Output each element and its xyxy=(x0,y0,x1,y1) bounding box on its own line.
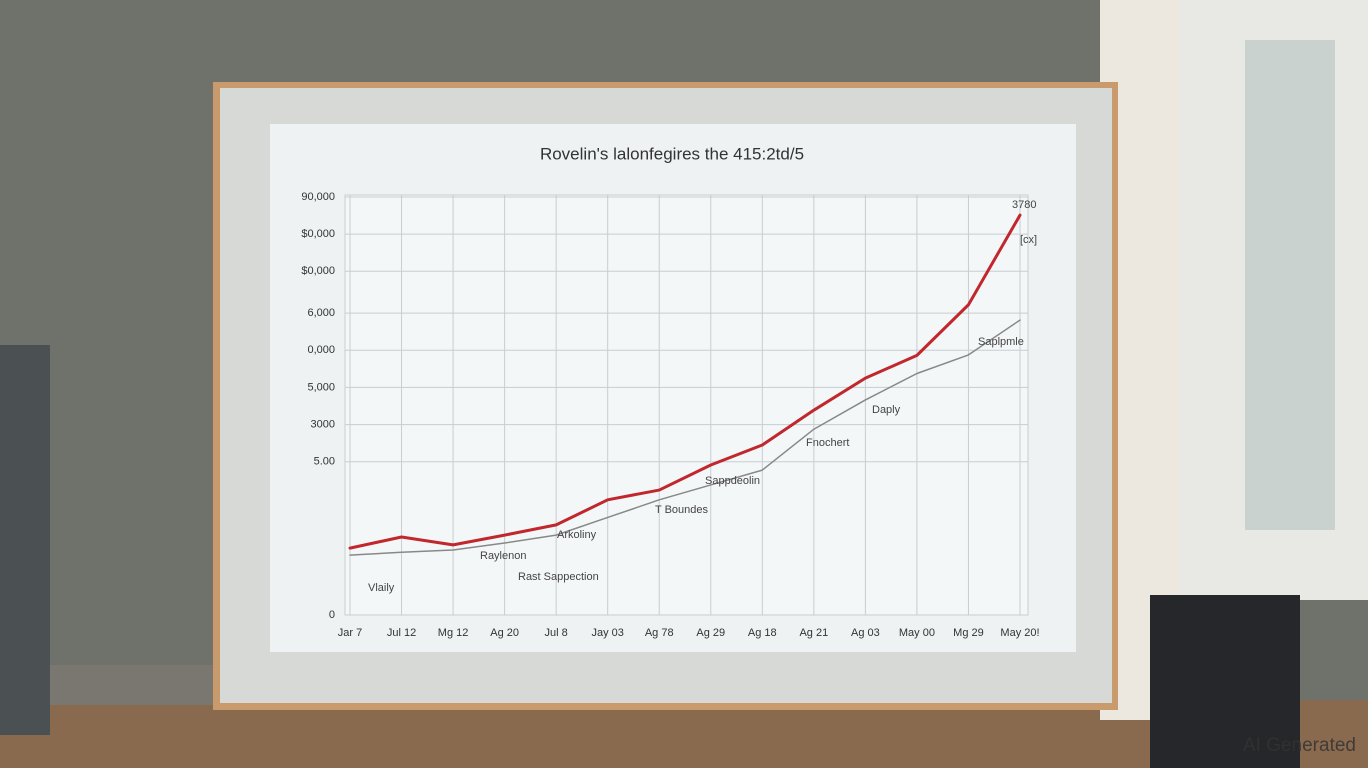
y-tick-label: 0,000 xyxy=(307,344,335,356)
annotation: Raylenon xyxy=(480,550,526,562)
x-tick-label: Ag 03 xyxy=(851,627,880,639)
x-tick-label: Jar 7 xyxy=(338,627,362,639)
plot: 0 5.00 3000 5,000 0,000 6,000 $0,000 $0,000 90,0… xyxy=(301,191,1039,639)
x-tick-label: May 20! xyxy=(1000,627,1039,639)
legend-label: 3780 xyxy=(1012,199,1036,211)
plot-area xyxy=(344,194,1029,616)
y-tick-label: $0,000 xyxy=(301,228,335,240)
annotation: Sappdeolin xyxy=(705,475,760,487)
y-tick-label: 90,000 xyxy=(301,191,335,203)
annotation: [cx] xyxy=(1020,234,1037,246)
x-tick-label: Ag 18 xyxy=(748,627,777,639)
y-tick-label: 5,000 xyxy=(307,381,335,393)
x-tick-label: Jul 12 xyxy=(387,627,416,639)
series-line xyxy=(348,213,1022,550)
annotation: Arkoliny xyxy=(557,529,597,541)
x-tick-label: Ag 78 xyxy=(645,627,674,639)
annotation: Rast Sappection xyxy=(518,571,599,583)
chart-title: Rovelin's lalonfegires the 415:2td/5 xyxy=(540,144,804,163)
window-glass xyxy=(1245,40,1335,530)
y-tick-label: 5.00 xyxy=(314,456,335,468)
x-tick-label: Jul 8 xyxy=(545,627,568,639)
legend-label: Saplpmle xyxy=(978,336,1024,348)
annotation: Daply xyxy=(872,404,901,416)
x-tick-label: Mg 12 xyxy=(438,627,469,639)
x-tick-label: Ag 20 xyxy=(490,627,519,639)
x-tick-label: Ag 21 xyxy=(799,627,828,639)
cabinet xyxy=(1150,595,1300,768)
annotation: T Boundes xyxy=(655,504,709,516)
y-tick-label: 3000 xyxy=(311,418,335,430)
x-tick-label: May 00 xyxy=(899,627,935,639)
y-tick-label: 0 xyxy=(329,609,335,621)
radiator xyxy=(0,345,50,735)
y-tick-label: 6,000 xyxy=(307,307,335,319)
x-tick-label: Mg 29 xyxy=(953,627,984,639)
x-tick-label: Ag 29 xyxy=(696,627,725,639)
x-tick-label: Jay 03 xyxy=(591,627,623,639)
annotation: Vlaily xyxy=(368,582,395,594)
annotation: Fnochert xyxy=(806,437,849,449)
watermark: AI Generated xyxy=(1243,735,1356,756)
y-tick-label: $0,000 xyxy=(301,265,335,277)
series-line xyxy=(349,319,1021,556)
